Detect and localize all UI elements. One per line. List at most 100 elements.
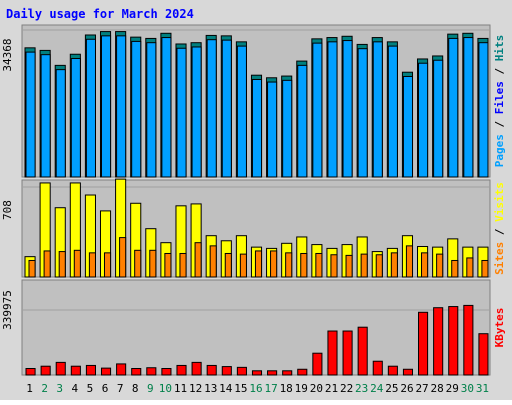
legend-text: KBytes — [493, 308, 506, 348]
legend-pages-files-hits: Pages / Files / Hits — [493, 35, 506, 168]
kbytes-bar-day-10 — [161, 367, 172, 376]
sites-bar-day-30 — [466, 257, 474, 278]
files-bar-day-30 — [463, 37, 474, 178]
x-tick-label-day-27: 27 — [415, 382, 428, 395]
kbytes-bar-day-15 — [236, 366, 247, 376]
files-bar-day-20 — [312, 42, 323, 178]
files-bar-day-18 — [282, 79, 293, 178]
x-tick-label-day-17: 17 — [264, 382, 277, 395]
files-bar-day-14 — [221, 39, 232, 178]
legend-text: Pages / Files / Hits — [493, 35, 506, 168]
chart-panels: 34368 Pages / Files / Hits 708 Sites / Visi… — [1, 24, 506, 376]
x-tick-label-day-7: 7 — [117, 382, 124, 395]
files-bar-day-16 — [251, 78, 263, 178]
sites-bar-day-12 — [194, 242, 202, 278]
sites-bar-day-19 — [300, 252, 308, 278]
x-tick-label-day-16: 16 — [249, 382, 262, 395]
sites-bar-day-6 — [103, 252, 112, 278]
x-tick-label-day-11: 11 — [174, 382, 187, 395]
kbytes-bar-day-29 — [448, 306, 459, 376]
sites-bar-day-7 — [119, 237, 127, 278]
files-bar-day-24 — [372, 41, 383, 178]
sites-bar-day-11 — [179, 252, 187, 278]
kbytes-bar-day-22 — [342, 330, 353, 376]
x-tick-label-day-8: 8 — [132, 382, 139, 395]
files-bar-day-7 — [116, 35, 127, 178]
sites-bar-day-3 — [58, 251, 66, 278]
kbytes-bar-day-20 — [312, 352, 323, 376]
kbytes-bar-day-24 — [372, 360, 383, 376]
x-tick-label-day-1: 1 — [26, 382, 33, 395]
sites-bar-day-13 — [209, 245, 217, 278]
files-bar-day-17 — [267, 81, 278, 178]
legend-entry: Pages — [493, 134, 506, 167]
x-tick-label-day-10: 10 — [159, 382, 172, 395]
x-tick-label-day-15: 15 — [234, 382, 247, 395]
legend-entry: Sites — [493, 242, 506, 275]
files-bar-day-13 — [206, 39, 217, 178]
x-tick-label-day-5: 5 — [87, 382, 94, 395]
kbytes-bar-day-27 — [418, 311, 429, 376]
sites-bar-day-1 — [28, 259, 36, 278]
x-tick-label-day-26: 26 — [400, 382, 413, 395]
files-bar-day-12 — [191, 46, 202, 178]
kbytes-bar-day-4 — [70, 365, 81, 376]
files-bar-day-10 — [161, 37, 172, 178]
kbytes-bar-day-28 — [433, 307, 444, 376]
x-tick-label-day-31: 31 — [476, 382, 489, 395]
files-bar-day-1 — [25, 51, 36, 178]
x-tick-label-day-20: 20 — [310, 382, 323, 395]
x-tick-label-day-21: 21 — [325, 382, 338, 395]
x-tick-label-day-22: 22 — [340, 382, 353, 395]
kbytes-bar-day-19 — [297, 368, 308, 376]
x-tick-label-day-30: 30 — [461, 382, 474, 395]
kbytes-bar-day-26 — [402, 368, 414, 376]
sites-bar-day-26 — [405, 245, 414, 278]
x-tick-label-day-4: 4 — [72, 382, 79, 395]
sites-bar-day-25 — [390, 252, 398, 278]
sites-bar-day-9 — [149, 249, 157, 278]
files-bar-day-28 — [433, 59, 444, 178]
x-tick-label-day-13: 13 — [204, 382, 217, 395]
kbytes-bar-day-1 — [25, 367, 36, 376]
sites-bar-day-31 — [481, 259, 489, 278]
sites-bar-day-10 — [164, 252, 172, 278]
sites-bar-day-16 — [254, 250, 263, 278]
kbytes-bar-day-13 — [206, 364, 217, 376]
sites-bar-day-2 — [43, 250, 51, 278]
files-bar-day-11 — [176, 47, 187, 178]
x-tick-label-day-25: 25 — [385, 382, 398, 395]
x-tick-label-day-12: 12 — [189, 382, 202, 395]
sites-bar-day-14 — [224, 252, 232, 278]
sites-bar-day-8 — [134, 249, 142, 278]
sites-bar-day-18 — [285, 252, 293, 278]
sites-bar-day-5 — [88, 252, 96, 278]
x-tick-label-day-23: 23 — [355, 382, 368, 395]
kbytes-bar-day-8 — [131, 367, 142, 376]
files-bar-day-29 — [448, 37, 459, 178]
x-tick-label-day-18: 18 — [280, 382, 293, 395]
sites-bar-day-28 — [436, 253, 444, 278]
kbytes-bar-day-9 — [146, 367, 157, 376]
x-tick-label-day-3: 3 — [56, 382, 63, 395]
kbytes-bar-day-31 — [478, 333, 489, 376]
kbytes-bar-day-23 — [357, 326, 368, 376]
sites-bar-day-20 — [315, 252, 323, 278]
legend-separator: / — [493, 222, 506, 242]
kbytes-bar-day-30 — [463, 304, 474, 376]
kbytes-bar-day-3 — [55, 361, 66, 376]
legend-separator: / — [493, 114, 506, 134]
kbytes-bar-day-5 — [85, 364, 96, 376]
y-max-label: 708 — [1, 200, 14, 220]
kbytes-bar-day-18 — [282, 370, 293, 376]
x-tick-label-day-28: 28 — [431, 382, 444, 395]
y-max-label: 339975 — [1, 290, 14, 330]
kbytes-bar-day-17 — [267, 370, 278, 376]
legend-text: Sites / Visits — [493, 182, 506, 275]
sites-bar-day-29 — [451, 259, 459, 278]
files-bar-day-26 — [402, 75, 414, 178]
files-bar-day-4 — [70, 58, 81, 178]
chart-title: Daily usage for March 2024 — [6, 7, 194, 21]
